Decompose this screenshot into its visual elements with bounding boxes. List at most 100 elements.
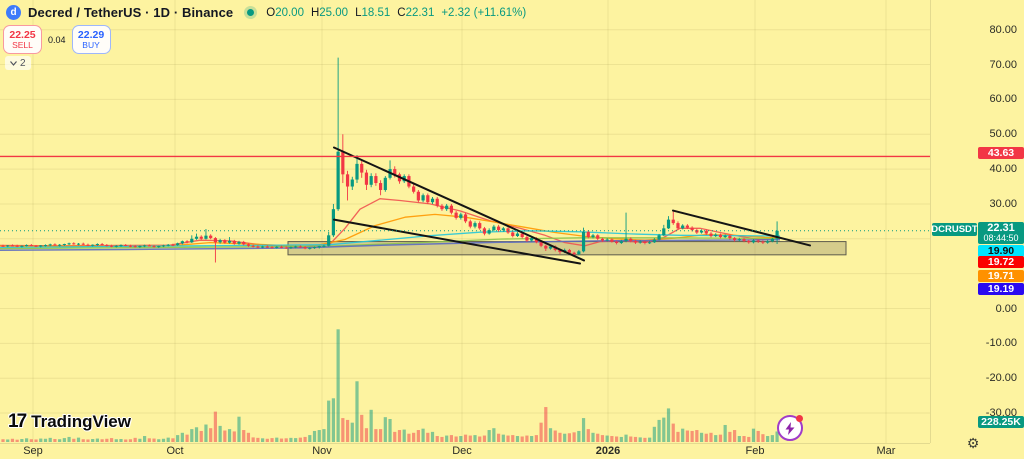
candle-body (67, 243, 71, 245)
candle-body (581, 231, 586, 252)
indicator-count: 2 (20, 57, 26, 69)
volume-bar (374, 429, 378, 442)
volume-bar (336, 329, 340, 442)
volume-bar (652, 426, 656, 442)
volume-bar (251, 437, 255, 442)
volume-bar (728, 431, 732, 442)
candle-body (421, 195, 425, 201)
candle-body (572, 252, 576, 255)
candle-body (105, 245, 109, 247)
candle-body (379, 183, 383, 191)
candle-body (558, 249, 562, 253)
volume-bar (53, 439, 57, 442)
candle-body (426, 195, 430, 203)
candle-body (317, 246, 321, 248)
candle-body (751, 240, 756, 243)
candle-body (520, 233, 524, 238)
candle-body (534, 238, 538, 243)
candle-body (596, 235, 600, 239)
price-axis-label: 19.72 (978, 256, 1024, 268)
volume-bar (185, 434, 189, 442)
candle-body (492, 226, 496, 231)
candle-body (10, 245, 15, 247)
volume-bar (213, 411, 217, 442)
volume-bar (279, 438, 284, 442)
candle-body (544, 245, 548, 249)
volume-bar (15, 439, 19, 442)
volume-bar (567, 433, 571, 442)
candle-body (109, 245, 114, 247)
candle-body (279, 246, 284, 248)
symbol-tag: DCRUSDT (931, 223, 978, 236)
volume-bar (629, 436, 633, 442)
current-price-value: 22.31 (987, 221, 1015, 234)
volume-bar (695, 430, 699, 442)
candle-body (430, 198, 435, 203)
candle-body (775, 230, 779, 239)
volume-bar (586, 429, 590, 442)
tradingview-watermark[interactable]: 17 TradingView (8, 411, 131, 433)
volume-bar (242, 430, 246, 442)
candle-body (100, 244, 104, 246)
volume-bar (199, 430, 203, 442)
volume-bar (657, 419, 661, 442)
time-axis[interactable]: Sep Oct Nov Dec 2026 Feb Mar (0, 443, 930, 459)
boost-button[interactable] (777, 415, 803, 441)
ma-longest-line (0, 239, 781, 252)
volume-bar (742, 436, 746, 442)
time-axis-label: Oct (166, 445, 184, 457)
candle-body (737, 239, 741, 241)
volume-bar (124, 439, 128, 442)
volume-bar (10, 438, 15, 442)
indicators-collapsed-chip[interactable]: 2 (5, 56, 31, 70)
time-axis-label: 2026 (595, 445, 621, 457)
candle-body (95, 244, 99, 246)
candle-body (34, 245, 38, 247)
gear-icon[interactable]: ⚙ (966, 434, 980, 451)
volume-bar (303, 436, 307, 442)
close-value: 22.31 (405, 6, 435, 19)
volume-bar (128, 439, 133, 442)
candle-body (81, 243, 85, 245)
candle-body (275, 246, 279, 248)
price-axis-label: 19.19 (978, 283, 1024, 295)
volume-bar (440, 436, 444, 442)
volume-bar (525, 435, 529, 442)
buy-button[interactable]: 22.29 BUY (71, 25, 111, 54)
volume-bar (430, 431, 435, 442)
volume-bar (6, 439, 10, 442)
candle-body (416, 191, 420, 201)
volume-bar (72, 438, 76, 442)
volume-bar (751, 428, 756, 442)
volume-bar (463, 434, 468, 442)
volume-bar (138, 438, 142, 442)
candle-body (180, 241, 184, 244)
candle-body (171, 244, 175, 246)
symbol-title[interactable]: Decred / TetherUS · 1D · Binance (28, 5, 234, 20)
chart-canvas[interactable] (0, 0, 930, 443)
volume-bar (548, 428, 553, 442)
price-axis[interactable]: 80.00 70.00 60.00 50.00 40.00 30.00 0.00 -10.00… (930, 0, 1024, 443)
candle-body (662, 228, 666, 236)
candle-body (251, 245, 255, 247)
candle-body (43, 245, 48, 247)
volume-bar (445, 435, 449, 442)
candle-body (511, 232, 515, 237)
candle-body (695, 230, 699, 233)
volume-bar (511, 435, 515, 442)
tradingview-logo-icon: 17 (8, 411, 27, 432)
candle-body (213, 238, 217, 243)
candle-body (284, 247, 288, 249)
candle-body (39, 245, 43, 247)
volume-bar (360, 414, 364, 442)
volume-bar (733, 430, 737, 442)
volume-bar (596, 433, 600, 442)
price-axis-tick: 50.00 (989, 128, 1017, 141)
change-value: +2.32 (+11.61%) (441, 6, 527, 19)
candle-body (468, 221, 472, 227)
volume-bar (48, 437, 52, 442)
volume-bar (86, 439, 90, 442)
sell-button[interactable]: 22.25 SELL (3, 25, 42, 54)
candle-body (218, 240, 222, 243)
volume-bar (704, 433, 708, 442)
